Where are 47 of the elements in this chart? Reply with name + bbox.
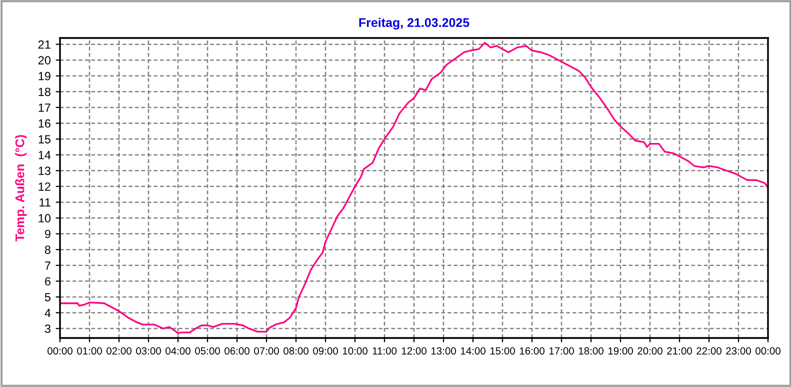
x-tick-label: 00:00 — [48, 347, 72, 355]
x-tick-label: 02:00 — [106, 347, 132, 355]
y-axis-title: Temp. Außen (°C) — [15, 135, 27, 242]
x-tick-label: 22:00 — [696, 347, 722, 355]
y-tick-label: 15 — [38, 135, 50, 144]
x-tick-label: 10:00 — [342, 347, 368, 355]
chart-title: Freitag, 21.03.2025 — [359, 18, 470, 30]
x-tick-label: 00:00 — [756, 347, 780, 355]
x-tick-label: 01:00 — [77, 347, 102, 355]
y-tick-label: 9 — [44, 230, 50, 238]
y-tick-label: 20 — [38, 56, 51, 64]
x-tick-label: 05:00 — [195, 347, 220, 355]
y-tick-label: 17 — [38, 104, 50, 112]
line-series — [60, 42, 768, 334]
y-tick-label: 18 — [38, 88, 50, 96]
x-tick-label: 21:00 — [667, 347, 692, 355]
y-tick-label: 8 — [44, 246, 50, 254]
y-tick-label: 11 — [40, 198, 50, 206]
x-tick-label: 06:00 — [224, 347, 250, 355]
x-tick-label: 09:00 — [313, 347, 338, 355]
y-tick-label: 10 — [38, 214, 51, 222]
y-tick-label: 12 — [38, 182, 50, 191]
x-tick-label: 12:00 — [402, 347, 426, 355]
x-tick-label: 23:00 — [726, 347, 751, 355]
x-tick-label: 17:00 — [549, 347, 574, 355]
x-tick-label: 07:00 — [254, 347, 279, 355]
y-tick-label: 5 — [44, 293, 50, 302]
x-tick-label: 19:00 — [608, 347, 633, 355]
x-tick-label: 20:00 — [638, 347, 662, 355]
x-tick-label: 13:00 — [431, 347, 456, 355]
y-tick-label: 21 — [38, 40, 50, 49]
x-tick-label: 11:00 — [372, 347, 397, 355]
y-tick-label: 7 — [45, 262, 50, 270]
x-tick-label: 08:00 — [284, 347, 308, 355]
x-tick-label: 14:00 — [460, 347, 486, 355]
x-tick-label: 18:00 — [578, 347, 604, 355]
y-tick-label: 6 — [45, 277, 50, 286]
y-tick-label: 4 — [44, 308, 51, 318]
x-tick-label: 04:00 — [166, 347, 190, 355]
y-tick-label: 14 — [38, 151, 51, 160]
y-tick-label: 16 — [38, 119, 50, 128]
x-tick-label: 16:00 — [520, 347, 544, 355]
y-tick-label: 19 — [38, 72, 50, 80]
x-tick-label: 15:00 — [490, 347, 515, 355]
x-tick-label: 03:00 — [136, 347, 161, 355]
y-tick-label: 3 — [44, 324, 50, 333]
y-tick-label: 13 — [38, 166, 50, 176]
